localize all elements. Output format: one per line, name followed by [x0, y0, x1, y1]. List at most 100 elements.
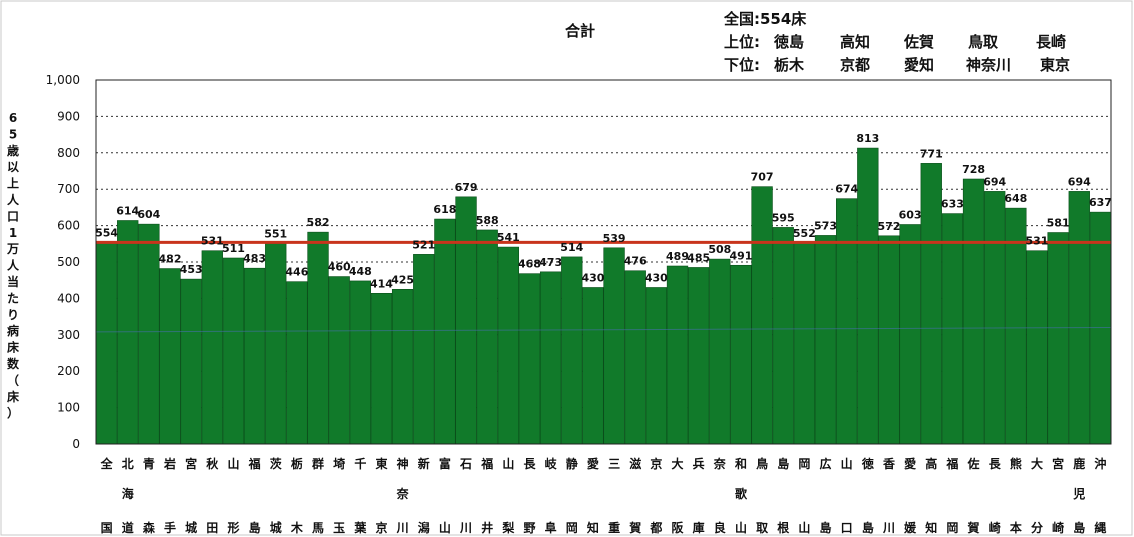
bar — [878, 235, 900, 445]
bar — [1047, 232, 1069, 445]
value-label: 707 — [751, 171, 774, 184]
y-tick-label: 0 — [72, 437, 80, 451]
category-label-char: 神 — [397, 456, 409, 471]
category-label-char: 長 — [989, 456, 1002, 471]
category-label-char: 鹿 — [1073, 456, 1085, 471]
bar — [434, 218, 456, 445]
category-label-char: 分 — [1031, 520, 1043, 535]
category-label-char: 山 — [227, 456, 239, 471]
category-label-char: 京 — [375, 520, 387, 535]
category-label-char: 佐 — [967, 456, 980, 471]
category-label-char: 香 — [882, 456, 895, 471]
value-label: 468 — [518, 258, 541, 271]
value-label: 728 — [962, 163, 985, 176]
category-label-char: 長 — [523, 456, 536, 471]
y-axis-label-char: り — [7, 308, 19, 322]
value-label: 514 — [560, 241, 583, 254]
y-tick-label: 400 — [57, 291, 80, 305]
value-label: 614 — [116, 205, 139, 218]
value-label: 425 — [391, 273, 414, 286]
y-axis-ticks: 0 100 200 300 400 500 600 700 800 900 1,000 — [46, 73, 80, 451]
value-label: 531 — [201, 235, 224, 248]
bar — [370, 293, 393, 445]
bar — [518, 273, 541, 445]
summary-bottom-item-2: 京都 — [840, 56, 870, 74]
value-labels: 5546146044824535315114835514465824604484… — [95, 132, 1112, 290]
bar — [582, 287, 604, 445]
category-label-char: 手 — [164, 520, 176, 535]
category-label-char: 取 — [756, 521, 768, 535]
category-label-char: 賀 — [628, 520, 641, 535]
value-label: 771 — [920, 147, 943, 160]
category-label-char: 富 — [439, 456, 451, 471]
category-label-char: 愛 — [587, 456, 599, 471]
category-label-char: 島 — [862, 520, 874, 535]
y-axis-label-char: 万 — [6, 242, 19, 256]
value-label: 531 — [1026, 235, 1049, 248]
value-label: 813 — [856, 132, 879, 145]
y-axis-label-char: 以 — [7, 160, 19, 174]
bar — [307, 231, 329, 445]
category-label-char: 山 — [798, 520, 810, 535]
bar — [159, 268, 181, 445]
summary-bottom-label: 下位: — [724, 56, 760, 74]
value-label: 448 — [349, 265, 372, 278]
category-label-char: 広 — [820, 456, 832, 471]
category-label-char: 島 — [820, 520, 832, 535]
value-label: 552 — [793, 227, 816, 240]
y-tick-label: 600 — [57, 219, 80, 233]
bar — [328, 276, 350, 445]
category-label-char: 滋 — [629, 456, 641, 471]
bar — [751, 186, 773, 445]
y-axis-label-char: 1 — [9, 226, 17, 240]
category-label-char: 大 — [1031, 456, 1043, 471]
value-label: 414 — [370, 277, 393, 290]
category-label-char: 木 — [290, 520, 304, 535]
bar — [180, 278, 202, 445]
category-label-char: 賀 — [967, 520, 980, 535]
category-label-char: 兵 — [693, 456, 705, 471]
value-label: 483 — [243, 252, 266, 265]
category-label-char: 三 — [608, 457, 620, 471]
category-label-char: 岡 — [566, 521, 578, 535]
y-axis-label-char: 6 — [9, 111, 17, 125]
value-label: 572 — [877, 220, 900, 233]
value-label: 541 — [497, 231, 520, 244]
category-label-char: 青 — [143, 456, 155, 471]
bar — [265, 243, 287, 445]
y-axis-label-char: 病 — [7, 323, 19, 338]
bar — [413, 254, 435, 445]
bar — [603, 247, 625, 445]
category-label-char: 城 — [270, 520, 282, 535]
bar — [497, 246, 520, 445]
bar — [857, 147, 879, 445]
y-axis-label-char: 人 — [7, 258, 20, 273]
category-label-char: 静 — [566, 456, 578, 471]
category-label-char: 山 — [735, 520, 747, 535]
summary-bottom-item-5: 東京 — [1040, 56, 1070, 74]
category-label-char: 馬 — [312, 521, 324, 535]
y-tick-label: 500 — [57, 255, 80, 269]
bar — [899, 224, 921, 445]
category-label-char: 埼 — [333, 456, 345, 471]
value-label: 633 — [941, 198, 964, 211]
summary-box: 全国:554床 上位: 徳島 高知 佐賀 鳥取 長崎 下位: 栃木 京都 愛知 … — [723, 10, 1070, 74]
category-label-char: 愛 — [904, 456, 916, 471]
value-label: 694 — [983, 175, 1006, 188]
category-label-char: 庫 — [693, 520, 705, 535]
category-label-char: 新 — [418, 456, 430, 471]
chart-title: 合計 — [564, 22, 595, 40]
value-label: 581 — [1047, 217, 1070, 230]
summary-top-item-5: 長崎 — [1036, 33, 1066, 51]
bar — [201, 250, 223, 445]
value-label: 618 — [433, 203, 456, 216]
summary-top-item-4: 鳥取 — [968, 33, 999, 51]
bar — [138, 223, 160, 445]
category-label-char: 都 — [649, 520, 662, 535]
y-axis-label-char: 上 — [7, 176, 19, 191]
bar — [561, 256, 583, 445]
category-label-char: 奈 — [396, 486, 410, 501]
bar — [286, 281, 308, 445]
y-axis-label-char: 口 — [7, 209, 19, 223]
category-label-char: 城 — [185, 520, 197, 535]
